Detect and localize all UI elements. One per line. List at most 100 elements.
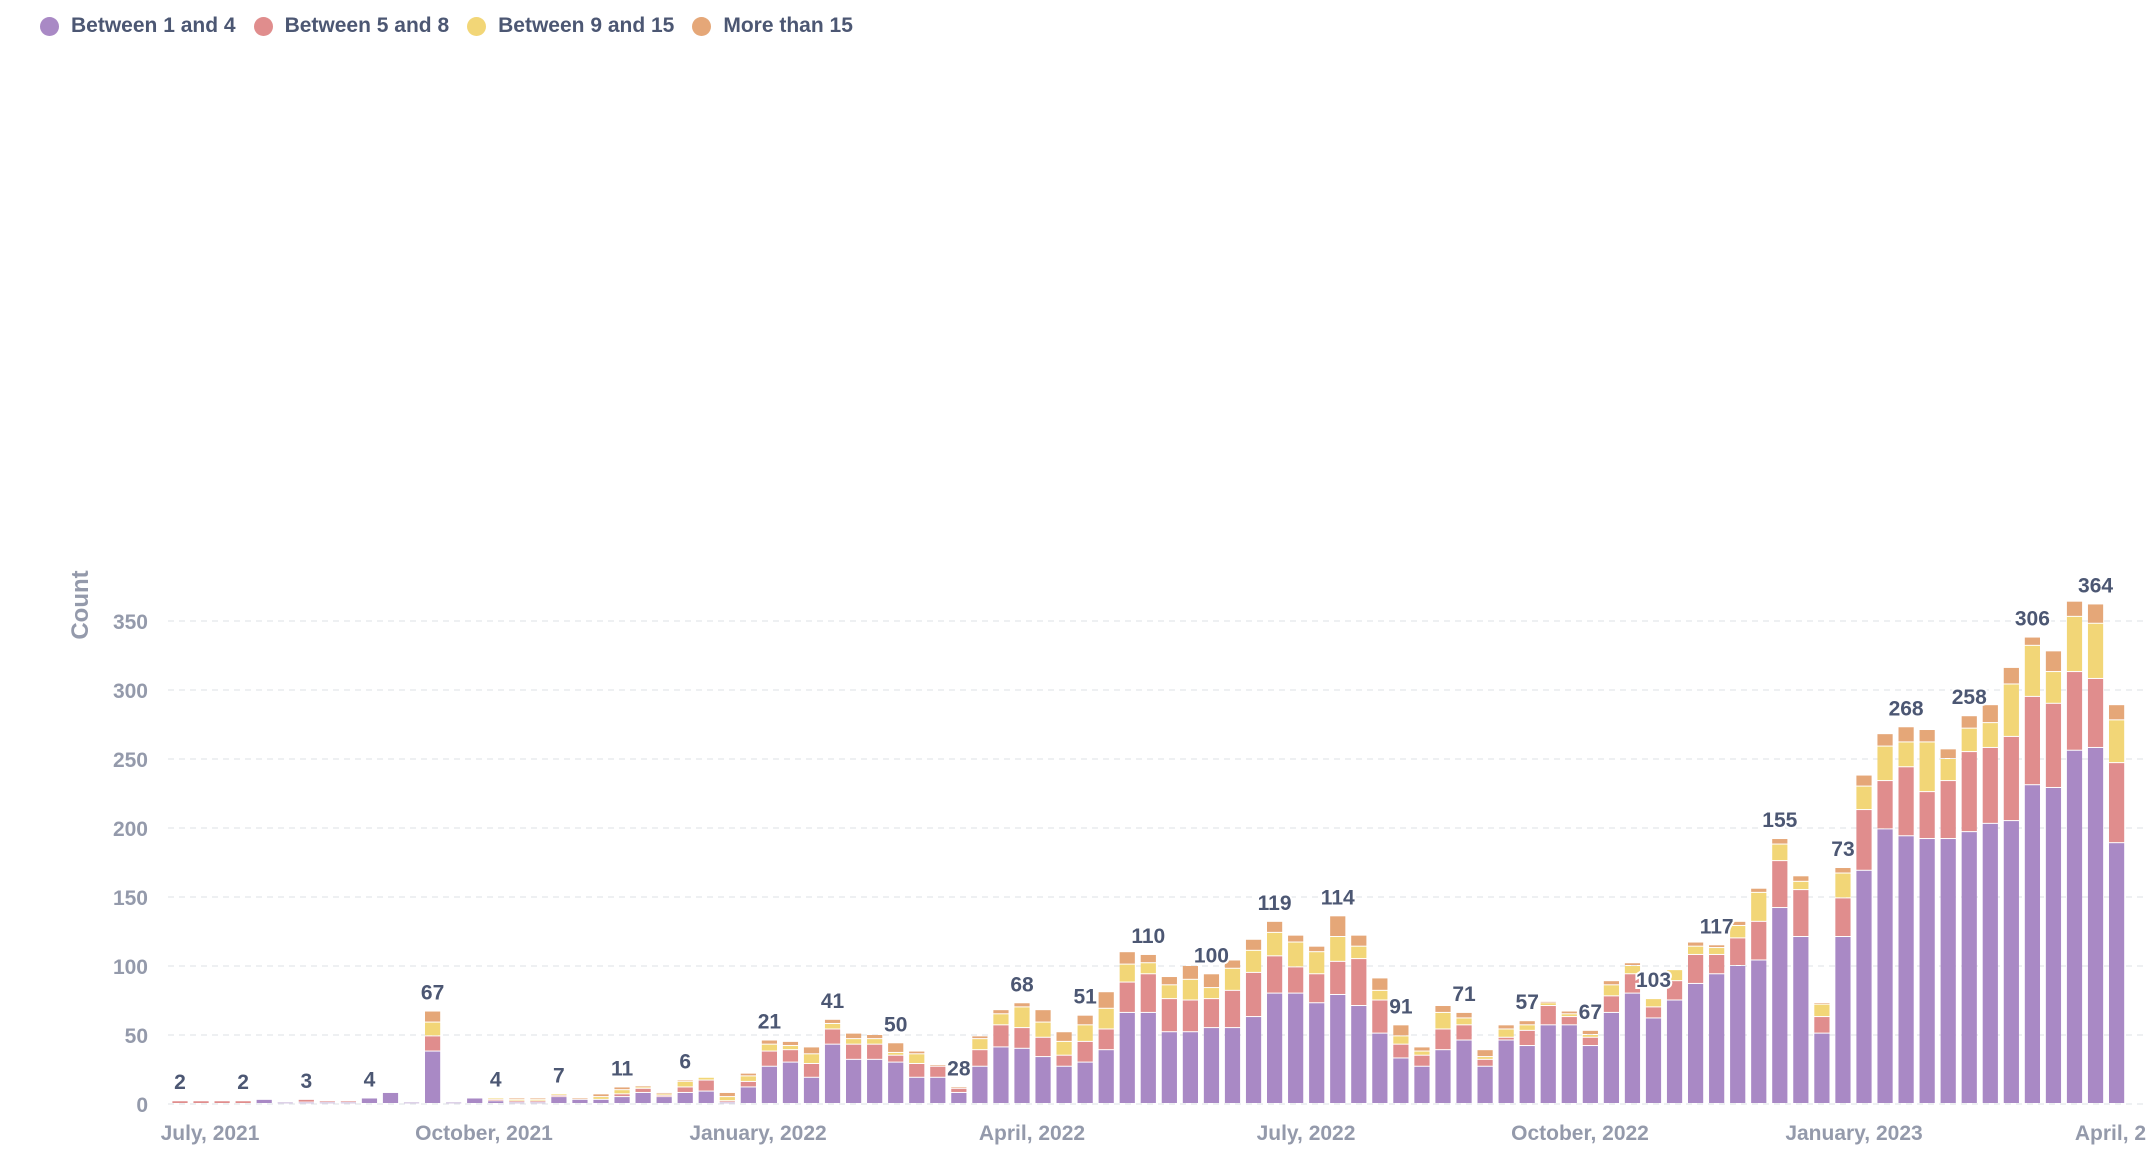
bar-segment[interactable] <box>1309 952 1325 974</box>
bar-segment[interactable] <box>1477 1059 1493 1066</box>
bar-segment[interactable] <box>909 1077 925 1103</box>
bar-segment[interactable] <box>1645 999 1662 1007</box>
bar-segment[interactable] <box>488 1101 504 1103</box>
bar-segment[interactable] <box>1898 836 1914 1103</box>
bar-segment[interactable] <box>719 1101 735 1102</box>
bar-segment[interactable] <box>951 1087 967 1089</box>
bar-segment[interactable] <box>1561 1011 1577 1014</box>
bar-segment[interactable] <box>298 1099 314 1102</box>
bar-segment[interactable] <box>1351 946 1367 959</box>
bar-segment[interactable] <box>256 1099 272 1103</box>
bar-segment[interactable] <box>2109 720 2125 763</box>
bar-segment[interactable] <box>1056 1041 1072 1055</box>
bar-segment[interactable] <box>1203 999 1220 1028</box>
bar-segment[interactable] <box>319 1101 335 1102</box>
bar-segment[interactable] <box>1603 1012 1619 1103</box>
bar-segment[interactable] <box>888 1043 904 1052</box>
bar-segment[interactable] <box>1077 1041 1093 1062</box>
bar-segment[interactable] <box>1077 1015 1093 1025</box>
bar-segment[interactable] <box>1709 948 1725 954</box>
bar-segment[interactable] <box>803 1063 820 1077</box>
bar-segment[interactable] <box>1351 959 1367 1006</box>
bar-segment[interactable] <box>1730 938 1746 965</box>
bar-segment[interactable] <box>2087 747 2104 1103</box>
bar-segment[interactable] <box>1140 954 1156 963</box>
bar-segment[interactable] <box>1540 1003 1556 1006</box>
bar-segment[interactable] <box>1309 946 1325 952</box>
bar-segment[interactable] <box>509 1102 525 1104</box>
bar-segment[interactable] <box>1456 1012 1472 1018</box>
bar-segment[interactable] <box>1414 1066 1430 1103</box>
bar-segment[interactable] <box>951 1092 967 1103</box>
bar-segment[interactable] <box>1035 1057 1051 1103</box>
bar-segment[interactable] <box>930 1065 946 1066</box>
bar-segment[interactable] <box>1519 1025 1535 1030</box>
bar-segment[interactable] <box>867 1039 883 1044</box>
bar-segment[interactable] <box>1498 1040 1514 1103</box>
bar-segment[interactable] <box>551 1097 567 1103</box>
bar-segment[interactable] <box>488 1098 504 1100</box>
bar-segment[interactable] <box>635 1088 651 1092</box>
bar-segment[interactable] <box>824 1023 841 1029</box>
bar-segment[interactable] <box>1014 1048 1030 1103</box>
bar-segment[interactable] <box>972 1036 988 1039</box>
bar-segment[interactable] <box>1835 873 1851 898</box>
bar-segment[interactable] <box>888 1052 904 1055</box>
bar-segment[interactable] <box>1393 1044 1409 1058</box>
bar-segment[interactable] <box>2045 787 2062 1103</box>
bar-segment[interactable] <box>972 1066 988 1103</box>
bar-segment[interactable] <box>803 1054 820 1063</box>
bar-segment[interactable] <box>1666 970 1683 981</box>
bar-segment[interactable] <box>1751 892 1767 921</box>
bar-segment[interactable] <box>1014 1028 1030 1048</box>
bar-segment[interactable] <box>509 1099 525 1101</box>
bar-segment[interactable] <box>867 1035 883 1039</box>
bar-segment[interactable] <box>1098 1050 1114 1103</box>
bar-segment[interactable] <box>824 1019 841 1023</box>
bar-segment[interactable] <box>1182 1000 1198 1032</box>
bar-segment[interactable] <box>1372 1033 1388 1103</box>
bar-segment[interactable] <box>1330 961 1346 994</box>
bar-segment[interactable] <box>1182 966 1198 979</box>
bar-segment[interactable] <box>1056 1055 1072 1066</box>
bar-segment[interactable] <box>1982 723 1998 747</box>
bar-segment[interactable] <box>1666 1000 1683 1104</box>
bar-segment[interactable] <box>1982 823 1998 1103</box>
bar-segment[interactable] <box>2045 651 2062 672</box>
bar-segment[interactable] <box>2024 645 2040 696</box>
bar-segment[interactable] <box>1940 839 1956 1103</box>
bar-segment[interactable] <box>1772 844 1788 861</box>
bar-segment[interactable] <box>1624 974 1641 993</box>
bar-segment[interactable] <box>1140 1012 1156 1103</box>
bar-segment[interactable] <box>1561 1017 1577 1025</box>
bar-segment[interactable] <box>1035 1037 1051 1057</box>
bar-segment[interactable] <box>1688 954 1704 983</box>
bar-segment[interactable] <box>635 1086 651 1087</box>
bar-segment[interactable] <box>1309 974 1325 1003</box>
bar-segment[interactable] <box>1730 966 1746 1103</box>
bar-segment[interactable] <box>1414 1047 1430 1051</box>
bar-segment[interactable] <box>1267 993 1283 1103</box>
bar-segment[interactable] <box>1372 990 1388 1000</box>
bar-segment[interactable] <box>1245 950 1262 972</box>
bar-segment[interactable] <box>2109 843 2125 1103</box>
bar-segment[interactable] <box>1477 1057 1493 1059</box>
bar-segment[interactable] <box>1561 1025 1577 1103</box>
bar-segment[interactable] <box>1224 1028 1241 1103</box>
bar-segment[interactable] <box>1098 1029 1114 1050</box>
bar-segment[interactable] <box>846 1033 862 1039</box>
bar-segment[interactable] <box>1835 937 1851 1103</box>
bar-segment[interactable] <box>1709 954 1725 974</box>
bar-segment[interactable] <box>993 1014 1009 1025</box>
bar-segment[interactable] <box>1119 982 1135 1012</box>
bar-segment[interactable] <box>824 1029 841 1044</box>
bar-segment[interactable] <box>1730 921 1746 925</box>
bar-segment[interactable] <box>719 1097 735 1101</box>
bar-segment[interactable] <box>2087 604 2104 623</box>
bar-segment[interactable] <box>593 1099 609 1103</box>
bar-segment[interactable] <box>361 1098 378 1103</box>
bar-segment[interactable] <box>1793 890 1809 937</box>
bar-segment[interactable] <box>2066 750 2083 1103</box>
bar-segment[interactable] <box>1982 705 1998 723</box>
bar-segment[interactable] <box>1330 994 1346 1103</box>
